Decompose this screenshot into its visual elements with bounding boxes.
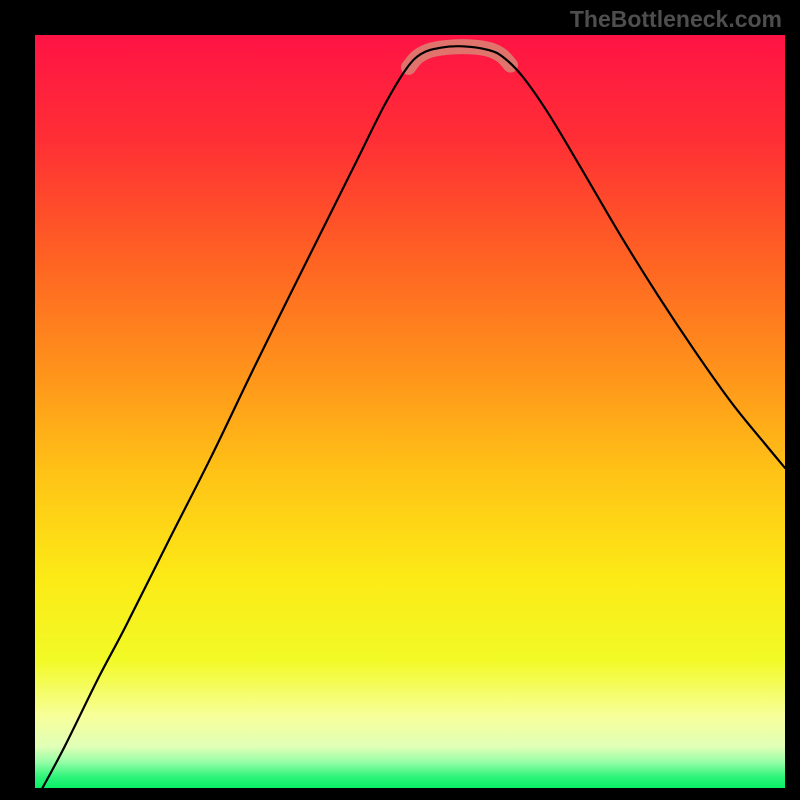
watermark-text: TheBottleneck.com	[570, 6, 782, 33]
chart-plot-area	[35, 35, 785, 788]
highlight-band	[409, 47, 511, 68]
bottleneck-curve	[43, 46, 786, 788]
chart-svg-overlay	[35, 35, 785, 788]
